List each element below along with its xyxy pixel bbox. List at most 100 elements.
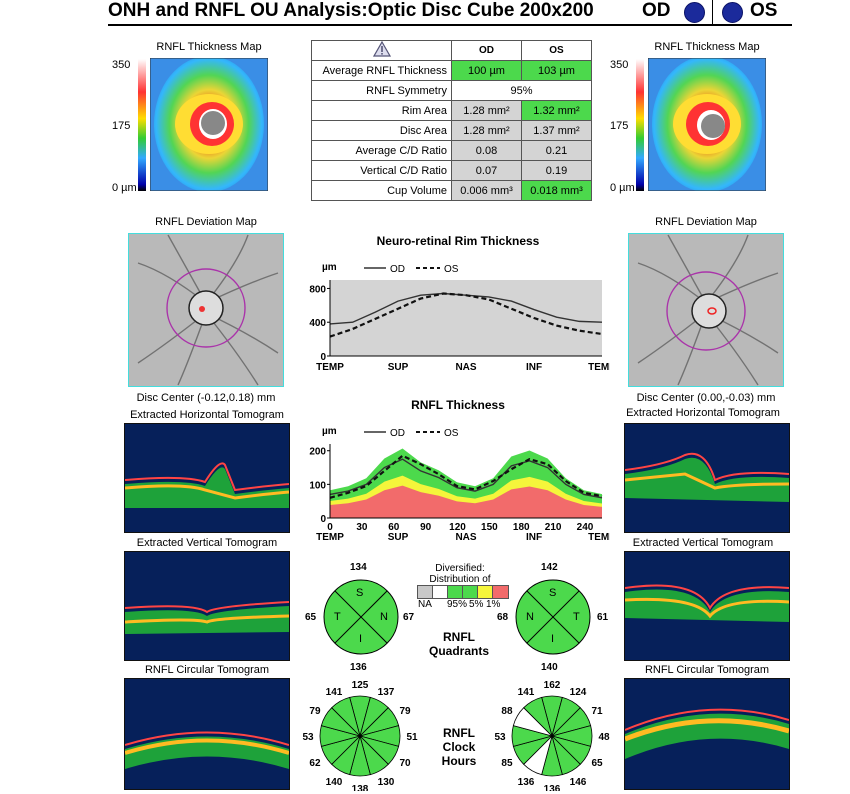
x-tick-number: 150 bbox=[481, 522, 498, 533]
os-clock-chart: 162 124 71 48 65 146 136 136 85 53 88 141 bbox=[494, 680, 610, 791]
clock-value: 79 bbox=[399, 706, 411, 717]
clock-sector bbox=[523, 696, 553, 738]
clock-value: 48 bbox=[598, 732, 610, 743]
rim-thickness-chart: 0 400 800 µm OD OS TEMP SUP NAS INF TEMP bbox=[309, 262, 610, 373]
header-rule bbox=[108, 24, 792, 26]
clock-value: 51 bbox=[406, 732, 418, 743]
x-tick-number: 180 bbox=[513, 522, 530, 533]
clock-value: 79 bbox=[309, 706, 321, 717]
os-circular-label: RNFL Circular Tomogram bbox=[644, 664, 770, 676]
os-quad-bottom: 140 bbox=[541, 662, 558, 673]
row-label: Average C/D Ratio bbox=[311, 140, 452, 161]
clock-value: 136 bbox=[544, 784, 561, 791]
clock-value: 130 bbox=[378, 777, 395, 788]
table-row: Cup Volume 0.006 mm³ 0.018 mm³ bbox=[311, 180, 592, 201]
clock-value: 125 bbox=[352, 680, 369, 691]
os-horizontal-tomogram bbox=[624, 423, 790, 533]
clock-value: 146 bbox=[570, 777, 587, 788]
od-quad-i: I bbox=[359, 633, 363, 645]
rim-chart-title: Neuro-retinal Rim Thickness bbox=[376, 234, 540, 248]
x-tick-number: 120 bbox=[449, 522, 466, 533]
cell-os: 0.018 mm³ bbox=[521, 180, 592, 201]
table-row: RNFL Symmetry 95% bbox=[311, 80, 592, 101]
rnfl-chart-title: RNFL Thickness bbox=[411, 398, 505, 412]
os-quadrant-chart bbox=[515, 579, 591, 655]
cell-od: 0.08 bbox=[451, 140, 522, 161]
od-horizontal-label: Extracted Horizontal Tomogram bbox=[130, 409, 284, 421]
table-row: Disc Area 1.28 mm² 1.37 mm² bbox=[311, 120, 592, 141]
os-quad-top: 142 bbox=[541, 562, 558, 573]
y-tick-label: 800 bbox=[309, 284, 326, 295]
od-vertical-label: Extracted Vertical Tomogram bbox=[136, 537, 278, 549]
od-quad-top: 134 bbox=[350, 562, 367, 573]
os-scale-bot: 0 µm bbox=[610, 182, 635, 194]
page-title: ONH and RNFL OU Analysis:Optic Disc Cube… bbox=[108, 0, 594, 21]
y-tick-label: 400 bbox=[309, 318, 326, 329]
legend-os-label: OS bbox=[444, 264, 459, 275]
od-quad-left: 65 bbox=[305, 612, 317, 623]
row-label: Vertical C/D Ratio bbox=[311, 160, 452, 181]
clock-value: 138 bbox=[352, 784, 369, 791]
od-quad-bottom: 136 bbox=[350, 662, 367, 673]
od-scale-bot: 0 µm bbox=[112, 182, 137, 194]
od-circular-label: RNFL Circular Tomogram bbox=[144, 664, 270, 676]
x-tick-label: TEMP bbox=[588, 362, 610, 373]
y-axis-label: µm bbox=[322, 262, 337, 273]
os-deviation-label: RNFL Deviation Map bbox=[655, 216, 757, 228]
legend-1: 1% bbox=[486, 599, 501, 610]
legend-od-label: OD bbox=[390, 264, 405, 275]
series-line-os bbox=[329, 454, 603, 499]
clock-title-3: Hours bbox=[441, 754, 477, 768]
cell-os: 0.19 bbox=[521, 160, 592, 181]
clock-value: 88 bbox=[501, 706, 513, 717]
od-quadrant-chart bbox=[323, 579, 399, 655]
od-quad-t: T bbox=[334, 611, 341, 623]
cell-od: 1.28 mm² bbox=[451, 120, 522, 141]
x-tick-label: TEMP bbox=[588, 532, 610, 543]
os-quad-n: N bbox=[526, 611, 534, 623]
row-label: Rim Area bbox=[311, 100, 452, 121]
od-deviation-label: RNFL Deviation Map bbox=[155, 216, 257, 228]
clock-value: 141 bbox=[518, 687, 535, 698]
x-tick-label: INF bbox=[526, 362, 542, 373]
cell-od: 100 µm bbox=[451, 60, 522, 81]
os-color-scale bbox=[636, 59, 644, 191]
clock-value: 70 bbox=[399, 758, 411, 769]
warning-icon bbox=[311, 40, 452, 61]
od-scale-top: 350 bbox=[112, 59, 131, 71]
table-row: Vertical C/D Ratio 0.07 0.19 bbox=[311, 160, 592, 181]
os-thickness-map bbox=[647, 56, 767, 192]
od-circular-tomogram bbox=[124, 678, 290, 790]
od-quad-right: 67 bbox=[403, 612, 415, 623]
clock-value: 141 bbox=[326, 687, 343, 698]
x-tick-number: 90 bbox=[420, 522, 432, 533]
rnfl-thickness-chart: 0100200µmODOSTEMPSUPNASINFTEMP0306090120… bbox=[309, 426, 610, 543]
series-line-os bbox=[329, 292, 603, 338]
os-scale-mid: 175 bbox=[610, 120, 629, 132]
os-disc-center: Disc Center (0.00,-0.03) mm bbox=[636, 392, 776, 404]
row-label: RNFL Symmetry bbox=[311, 80, 452, 101]
y-tick-label: 200 bbox=[309, 447, 326, 458]
cell-os: 1.32 mm² bbox=[521, 100, 592, 121]
y-tick-label: 0 bbox=[320, 352, 326, 363]
x-tick-label: INF bbox=[526, 532, 542, 543]
clock-value: 162 bbox=[544, 680, 561, 691]
os-quad-i: I bbox=[551, 633, 555, 645]
x-tick-label: SUP bbox=[388, 362, 409, 373]
legend-red-swatch bbox=[492, 585, 509, 599]
clock-value: 65 bbox=[591, 758, 603, 769]
clock-value: 53 bbox=[494, 732, 506, 743]
row-label: Average RNFL Thickness bbox=[311, 60, 452, 81]
x-tick-label: NAS bbox=[455, 532, 476, 543]
os-quad-right: 61 bbox=[597, 612, 609, 623]
clock-value: 124 bbox=[570, 687, 587, 698]
x-tick-label: TEMP bbox=[316, 532, 344, 543]
od-disc-center: Disc Center (-0.12,0.18) mm bbox=[136, 392, 276, 404]
os-deviation-map bbox=[627, 232, 785, 388]
cell-both: 95% bbox=[451, 80, 592, 101]
cell-od: 0.006 mm³ bbox=[451, 180, 522, 201]
clock-value: 137 bbox=[378, 687, 395, 698]
od-scale-mid: 175 bbox=[112, 120, 131, 132]
os-quad-left: 68 bbox=[497, 612, 509, 623]
x-tick-number: 240 bbox=[577, 522, 594, 533]
